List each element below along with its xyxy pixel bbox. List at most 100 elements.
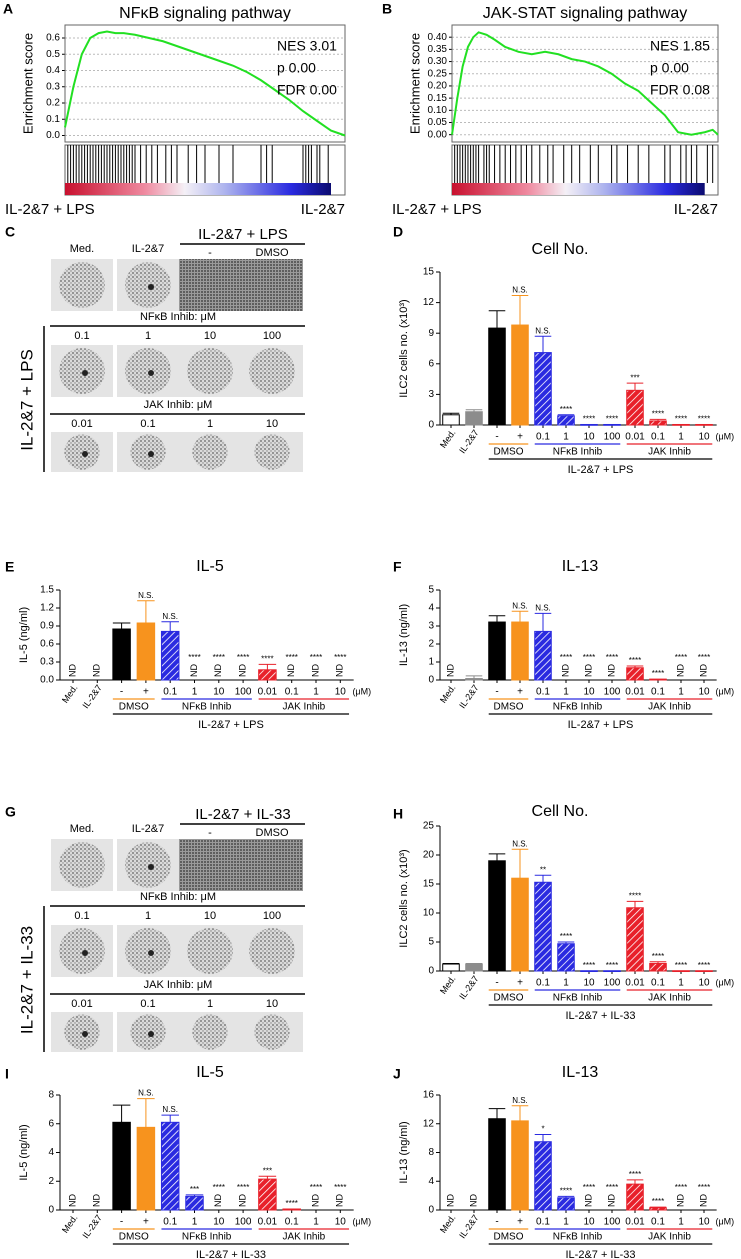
error-bar	[534, 1134, 552, 1142]
bar	[557, 1197, 575, 1211]
significance: ****	[560, 932, 572, 941]
y-tick-label: 0.35	[428, 44, 448, 55]
x-tick-label: -	[120, 687, 123, 698]
significance: ****	[560, 1186, 572, 1195]
significance: ****	[188, 653, 200, 662]
y-tick-label: 5	[428, 585, 434, 596]
x-tick-label: +	[517, 687, 523, 698]
dose-label: 100	[263, 910, 281, 922]
bar	[649, 420, 667, 426]
nd-label: ND	[67, 664, 77, 677]
dose-label: 0.1	[140, 418, 155, 430]
error-bar	[488, 853, 506, 861]
x-tick-label: 10	[583, 1217, 595, 1228]
y-axis-label: IL-13 (ng/ml)	[398, 1121, 410, 1183]
column-label: IL-2&7	[132, 823, 164, 835]
bar	[557, 943, 575, 972]
inhibitor-label: JAK Inhib: μM	[144, 979, 213, 991]
significance: ****	[652, 1197, 664, 1206]
cell-cluster	[249, 348, 295, 394]
error-bar	[649, 418, 667, 421]
y-axis-label: IL-5 (ng/ml)	[18, 1124, 30, 1180]
x-tick-label: 0.1	[651, 1217, 665, 1228]
cell-cluster	[192, 1014, 228, 1050]
significance: ****	[261, 655, 273, 664]
significance: ****	[698, 961, 710, 970]
x-tick-label: 1	[563, 432, 569, 443]
cell-cluster	[125, 348, 171, 394]
nd-label: ND	[92, 1194, 102, 1207]
nd-label: ND	[213, 1194, 223, 1207]
significance: ****	[583, 961, 595, 970]
significance: ****	[583, 415, 595, 424]
x-tick-label: 1	[563, 687, 569, 698]
significance: ****	[560, 405, 572, 414]
error-bar	[442, 962, 460, 965]
x-tick-label: 10	[698, 978, 710, 989]
nd-label: ND	[445, 664, 455, 677]
chart-title: Cell No.	[532, 803, 589, 820]
bar	[534, 352, 552, 426]
nd-label: ND	[335, 1194, 345, 1207]
chart-title: JAK-STAT signaling pathway	[483, 5, 688, 22]
significance: ****	[237, 1183, 249, 1192]
significance: N.S.	[535, 604, 551, 613]
y-tick-label: 0	[428, 675, 434, 686]
error-bar	[626, 1179, 644, 1185]
bar	[258, 1178, 277, 1211]
significance: ****	[652, 669, 664, 678]
column-label: Med.	[70, 243, 94, 255]
x-tick-label: 0.01	[625, 1217, 645, 1228]
x-tick-label: 1	[678, 1217, 684, 1228]
significance: ****	[629, 892, 641, 901]
nd-label: ND	[237, 1194, 247, 1207]
bar	[136, 1126, 156, 1211]
dose-label: 1	[145, 910, 151, 922]
y-tick-label: 1	[428, 657, 434, 668]
error-bar	[112, 1104, 131, 1123]
bar	[534, 1141, 552, 1211]
group-label: JAK Inhib	[282, 1232, 325, 1243]
bar	[258, 669, 277, 681]
bar	[511, 621, 529, 681]
bar	[580, 970, 598, 973]
cluster-core	[148, 370, 154, 376]
cluster-core	[148, 864, 154, 870]
significance: ****	[285, 653, 297, 662]
significance: ****	[606, 415, 618, 424]
unit-label: (μM)	[352, 686, 371, 696]
x-tick-label: 10	[335, 1217, 347, 1228]
bar	[649, 1207, 667, 1211]
nd-label: ND	[189, 664, 199, 677]
significance: ****	[675, 415, 687, 424]
nd-label: ND	[583, 664, 593, 677]
group-label: NFκB Inhib	[182, 1232, 232, 1243]
error-bar	[488, 310, 506, 329]
y-tick-label: 0.15	[428, 93, 448, 104]
bar	[112, 628, 131, 681]
left-label: IL-2&7 + LPS	[5, 201, 95, 218]
unit-label: (μM)	[716, 686, 735, 696]
y-tick-label: 16	[423, 1090, 435, 1101]
group-label: NFκB Inhib	[553, 447, 603, 458]
stat-label: NES 1.85	[650, 38, 710, 54]
x-tick-label: 100	[604, 1217, 621, 1228]
bar	[136, 622, 156, 681]
significance: ****	[606, 961, 618, 970]
panel-letter: D	[393, 224, 403, 240]
significance: ****	[310, 653, 322, 662]
rank-gradient	[65, 183, 331, 195]
x-tick-label: 1	[192, 1217, 198, 1228]
group-label: JAK Inhib	[648, 447, 691, 458]
y-tick-label: 0.4	[46, 65, 60, 76]
bar	[672, 970, 690, 973]
x-tick-label: IL-2&7	[457, 428, 480, 455]
cell-cluster	[59, 928, 105, 974]
x-tick-label: 0.1	[285, 1217, 299, 1228]
group-label: NFκB Inhib	[182, 702, 232, 713]
error-bar	[488, 1108, 506, 1119]
significance: ****	[237, 653, 249, 662]
error-bar	[626, 665, 644, 668]
panel-letter: A	[3, 1, 13, 17]
cell-cluster	[64, 1014, 100, 1050]
